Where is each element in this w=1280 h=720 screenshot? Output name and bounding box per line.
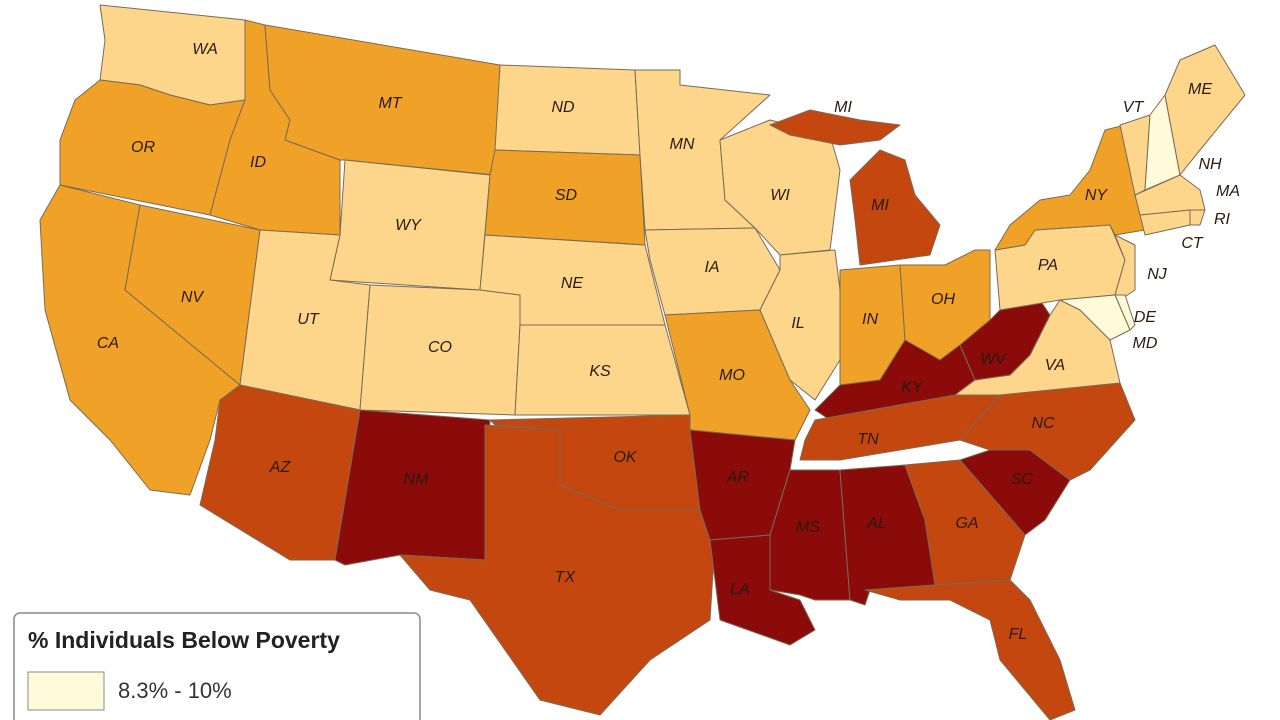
state-label: NJ — [1147, 266, 1168, 283]
state-label: IN — [862, 311, 878, 328]
state-label: MN — [670, 136, 695, 153]
state-label: TN — [857, 431, 879, 448]
state-label: PA — [1038, 257, 1058, 274]
state-shape — [959, 299, 1051, 381]
state-label: VA — [1045, 357, 1065, 374]
state-label: MD — [1133, 335, 1158, 352]
state-label: KY — [901, 379, 924, 396]
state-label: MT — [378, 95, 402, 112]
state-label: MO — [719, 367, 745, 384]
state-label: NH — [1198, 156, 1222, 173]
state-shape — [759, 249, 841, 401]
state-label: TX — [555, 569, 577, 586]
state-label: ID — [250, 154, 266, 171]
state-label: WV — [980, 351, 1007, 368]
state-label: SD — [555, 187, 578, 204]
legend-label: 8.3% - 10% — [118, 678, 232, 703]
state-shape — [329, 159, 491, 291]
state-label: GA — [955, 515, 978, 532]
state-label: NE — [561, 275, 584, 292]
state-label: AL — [866, 515, 887, 532]
legend-swatch — [27, 671, 105, 711]
state-label: MI — [871, 197, 889, 214]
legend-box — [13, 612, 421, 720]
state-label: SC — [1011, 471, 1034, 488]
state-label: ME — [1188, 81, 1212, 98]
state-label: OH — [931, 291, 955, 308]
state-label: WI — [770, 187, 790, 204]
state-label: NY — [1085, 187, 1109, 204]
state-label: MA — [1216, 183, 1240, 200]
state-label: KS — [589, 363, 611, 380]
state-labels: WA OR CA NV ID MT WY UT CO AZ NM ND SD NE KS OK TX MN IA MO… — [97, 41, 1240, 643]
state-shape — [769, 109, 901, 146]
state-label: OK — [613, 449, 637, 466]
state-label: NM — [404, 471, 430, 488]
state-shape — [849, 149, 941, 266]
state-label: NC — [1031, 415, 1055, 432]
state-label: MI — [834, 99, 852, 116]
state-label: CT — [1181, 235, 1204, 252]
state-label: FL — [1009, 626, 1028, 643]
state-shape — [399, 424, 716, 716]
legend: % Individuals Below Poverty 8.3% - 10% — [13, 612, 421, 720]
state-shape — [1139, 209, 1191, 236]
state-label: WA — [192, 41, 217, 58]
state-label: IL — [791, 315, 804, 332]
state-label: AZ — [269, 459, 292, 476]
state-label: VT — [1123, 99, 1145, 116]
state-label: RI — [1214, 211, 1231, 228]
state-label: ND — [551, 99, 575, 116]
state-label: AR — [726, 469, 750, 486]
state-shape — [864, 579, 1076, 720]
state-label: NV — [181, 289, 205, 306]
state-label: CO — [428, 339, 452, 356]
state-shape — [1189, 209, 1206, 226]
state-label: LA — [730, 581, 750, 598]
state-label: DE — [1134, 309, 1157, 326]
state-label: MS — [796, 519, 820, 536]
state-label: OR — [131, 139, 155, 156]
state-label: CA — [97, 335, 119, 352]
state-label: IA — [704, 259, 719, 276]
state-shape — [1059, 294, 1131, 341]
legend-title: % Individuals Below Poverty — [28, 627, 340, 653]
state-label: WY — [395, 217, 422, 234]
state-label: UT — [297, 311, 320, 328]
states — [39, 4, 1246, 720]
